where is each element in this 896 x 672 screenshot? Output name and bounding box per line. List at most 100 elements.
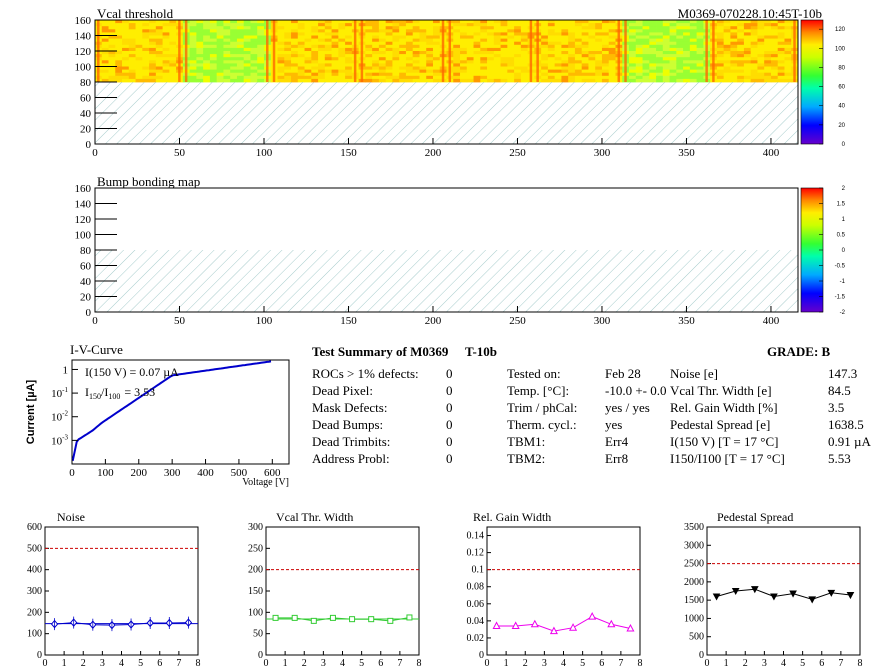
map-x-tick-label: 200 — [425, 315, 442, 327]
summary-left-value: 0 — [446, 417, 453, 432]
map-y-tick-label: 140 — [75, 199, 92, 211]
summary-left-label: Mask Defects: — [312, 400, 387, 415]
map-x-tick-label: 200 — [425, 147, 442, 159]
small-chart-x-tick-label: 0 — [485, 658, 490, 669]
palette-label: 1 — [842, 217, 846, 223]
map2-empty-hatch — [95, 250, 798, 312]
map-y-tick-label: 40 — [80, 276, 92, 288]
small-chart-title: Vcal Thr. Width — [276, 510, 353, 524]
summary-left-value: 0 — [446, 451, 453, 466]
summary-left-value: 0 — [446, 383, 453, 398]
small-chart-data-point — [846, 592, 855, 600]
small-chart-y-tick-label: 600 — [27, 522, 42, 533]
small-chart-x-tick-label: 7 — [838, 658, 843, 669]
small-chart-y-tick-label: 0 — [37, 650, 42, 661]
small-chart-x-tick-label: 1 — [504, 658, 509, 669]
small-chart-y-tick-label: 0 — [699, 650, 704, 661]
summary-mid-value: Err4 — [605, 434, 629, 449]
small-chart-x-tick-label: 3 — [542, 658, 547, 669]
small-chart-y-tick-label: 200 — [27, 607, 42, 618]
small-chart-x-tick-label: 5 — [359, 658, 364, 669]
small-chart-data-point — [511, 621, 520, 629]
small-chart-4: Pedestal Spread 0 1 2 3 4 5 6 7 8 0 500 1000 1500 2000… — [684, 510, 863, 669]
small-chart-data-point — [492, 621, 501, 629]
summary-left-label: Address Probl: — [312, 451, 390, 466]
small-chart-x-tick-label: 8 — [196, 658, 201, 669]
map-x-tick-label: 150 — [340, 147, 357, 159]
small-chart-x-tick-label: 3 — [762, 658, 767, 669]
small-chart-y-tick-label: 2000 — [684, 577, 704, 588]
small-chart-y-tick-label: 0.14 — [467, 531, 485, 542]
iv-curve-chart: I-V-Curve 0 100 200 300 400 500 600 10-3 10-2 10-… — [25, 342, 290, 488]
iv-y-tick-label: 1 — [63, 364, 69, 376]
small-chart-series-line — [716, 588, 851, 600]
summary-mid-value: yes / yes — [605, 400, 650, 415]
module-label: M0369-070228.10:45T-10b — [678, 6, 822, 21]
iv-y-tick-label: 10-3 — [51, 433, 68, 447]
summary-left-label: Dead Trimbits: — [312, 434, 390, 449]
small-chart-x-tick-label: 0 — [705, 658, 710, 669]
small-chart-data-point — [368, 616, 375, 623]
summary-right-value: 3.5 — [828, 400, 844, 415]
small-chart-x-tick-label: 4 — [781, 658, 786, 669]
map-x-tick-label: 300 — [594, 315, 611, 327]
small-chart-data-point — [712, 593, 721, 601]
test-summary-table: Test Summary of M0369 T-10b GRADE: B ROC… — [312, 344, 871, 466]
vcal-threshold-map: Vcal threshold M0369-070228.10:45T-10b 0… — [75, 6, 846, 159]
small-chart-series-line — [275, 617, 410, 622]
small-chart-y-tick-label: 0 — [258, 650, 263, 661]
small-chart-title: Noise — [57, 510, 85, 524]
map-x-tick-label: 0 — [92, 315, 98, 327]
summary-mid-label: Trim / phCal: — [507, 400, 577, 415]
map-y-tick-label: 120 — [75, 46, 92, 58]
map-y-tick-label: 40 — [80, 108, 92, 120]
small-chart-data-point — [808, 596, 817, 604]
small-chart-y-tick-label: 100 — [248, 607, 263, 618]
small-chart-data-point — [626, 623, 635, 632]
small-chart-y-tick-label: 0.08 — [467, 582, 485, 593]
summary-mid-label: TBM1: — [507, 434, 545, 449]
small-chart-data-point — [607, 619, 616, 628]
iv-ylabel: Current [µA] — [25, 379, 37, 444]
iv-annotation-1: I(150 V) = 0.07 µA — [85, 365, 179, 379]
small-chart-title: Pedestal Spread — [717, 510, 793, 524]
map1-pixel-region — [95, 20, 799, 83]
map-x-tick-label: 250 — [509, 315, 526, 327]
small-chart-frame — [706, 526, 861, 656]
small-chart-y-tick-label: 3000 — [684, 540, 704, 551]
small-chart-y-tick-label: 0.12 — [467, 548, 485, 559]
small-chart-y-tick-label: 1500 — [684, 595, 704, 606]
palette-label: 20 — [838, 123, 845, 129]
map-y-tick-label: 100 — [75, 230, 92, 242]
map-y-tick-label: 60 — [80, 93, 92, 105]
small-chart-x-tick-label: 2 — [81, 658, 86, 669]
iv-x-tick-label: 500 — [231, 467, 248, 479]
small-chart-x-tick-label: 4 — [119, 658, 124, 669]
small-chart-data-point — [272, 614, 279, 621]
small-chart-x-tick-label: 3 — [100, 658, 105, 669]
palette-label: -0.5 — [835, 264, 846, 270]
small-chart-y-tick-label: 1000 — [684, 613, 704, 624]
summary-right-label: Noise [e] — [670, 366, 718, 381]
summary-left-value: 0 — [446, 366, 453, 381]
map-x-tick-label: 0 — [92, 147, 98, 159]
summary-right-label: I150/I100 [T = 17 °C] — [670, 451, 785, 466]
map-x-tick-label: 250 — [509, 147, 526, 159]
small-chart-title: Rel. Gain Width — [473, 510, 551, 524]
small-chart-x-tick-label: 2 — [523, 658, 528, 669]
map-x-tick-label: 350 — [678, 147, 695, 159]
small-chart-data-point — [549, 626, 558, 635]
small-chart-x-tick-label: 0 — [264, 658, 269, 669]
small-chart-x-tick-label: 5 — [800, 658, 805, 669]
iv-x-tick-label: 300 — [164, 467, 181, 479]
small-chart-y-tick-label: 300 — [248, 522, 263, 533]
small-chart-y-tick-label: 50 — [253, 629, 263, 640]
small-chart-data-point — [349, 616, 356, 623]
map-y-tick-label: 120 — [75, 214, 92, 226]
map-y-tick-label: 0 — [86, 139, 92, 151]
small-chart-2: Vcal Thr. Width 0 1 2 3 4 5 6 7 8 0 50 100 150 200 250 3… — [248, 510, 422, 669]
palette-label: -1.5 — [835, 295, 846, 301]
bump-bonding-map: Bump bonding map 0 50 100 150 200 250 300 350 40… — [75, 174, 846, 327]
small-chart-x-tick-label: 8 — [417, 658, 422, 669]
